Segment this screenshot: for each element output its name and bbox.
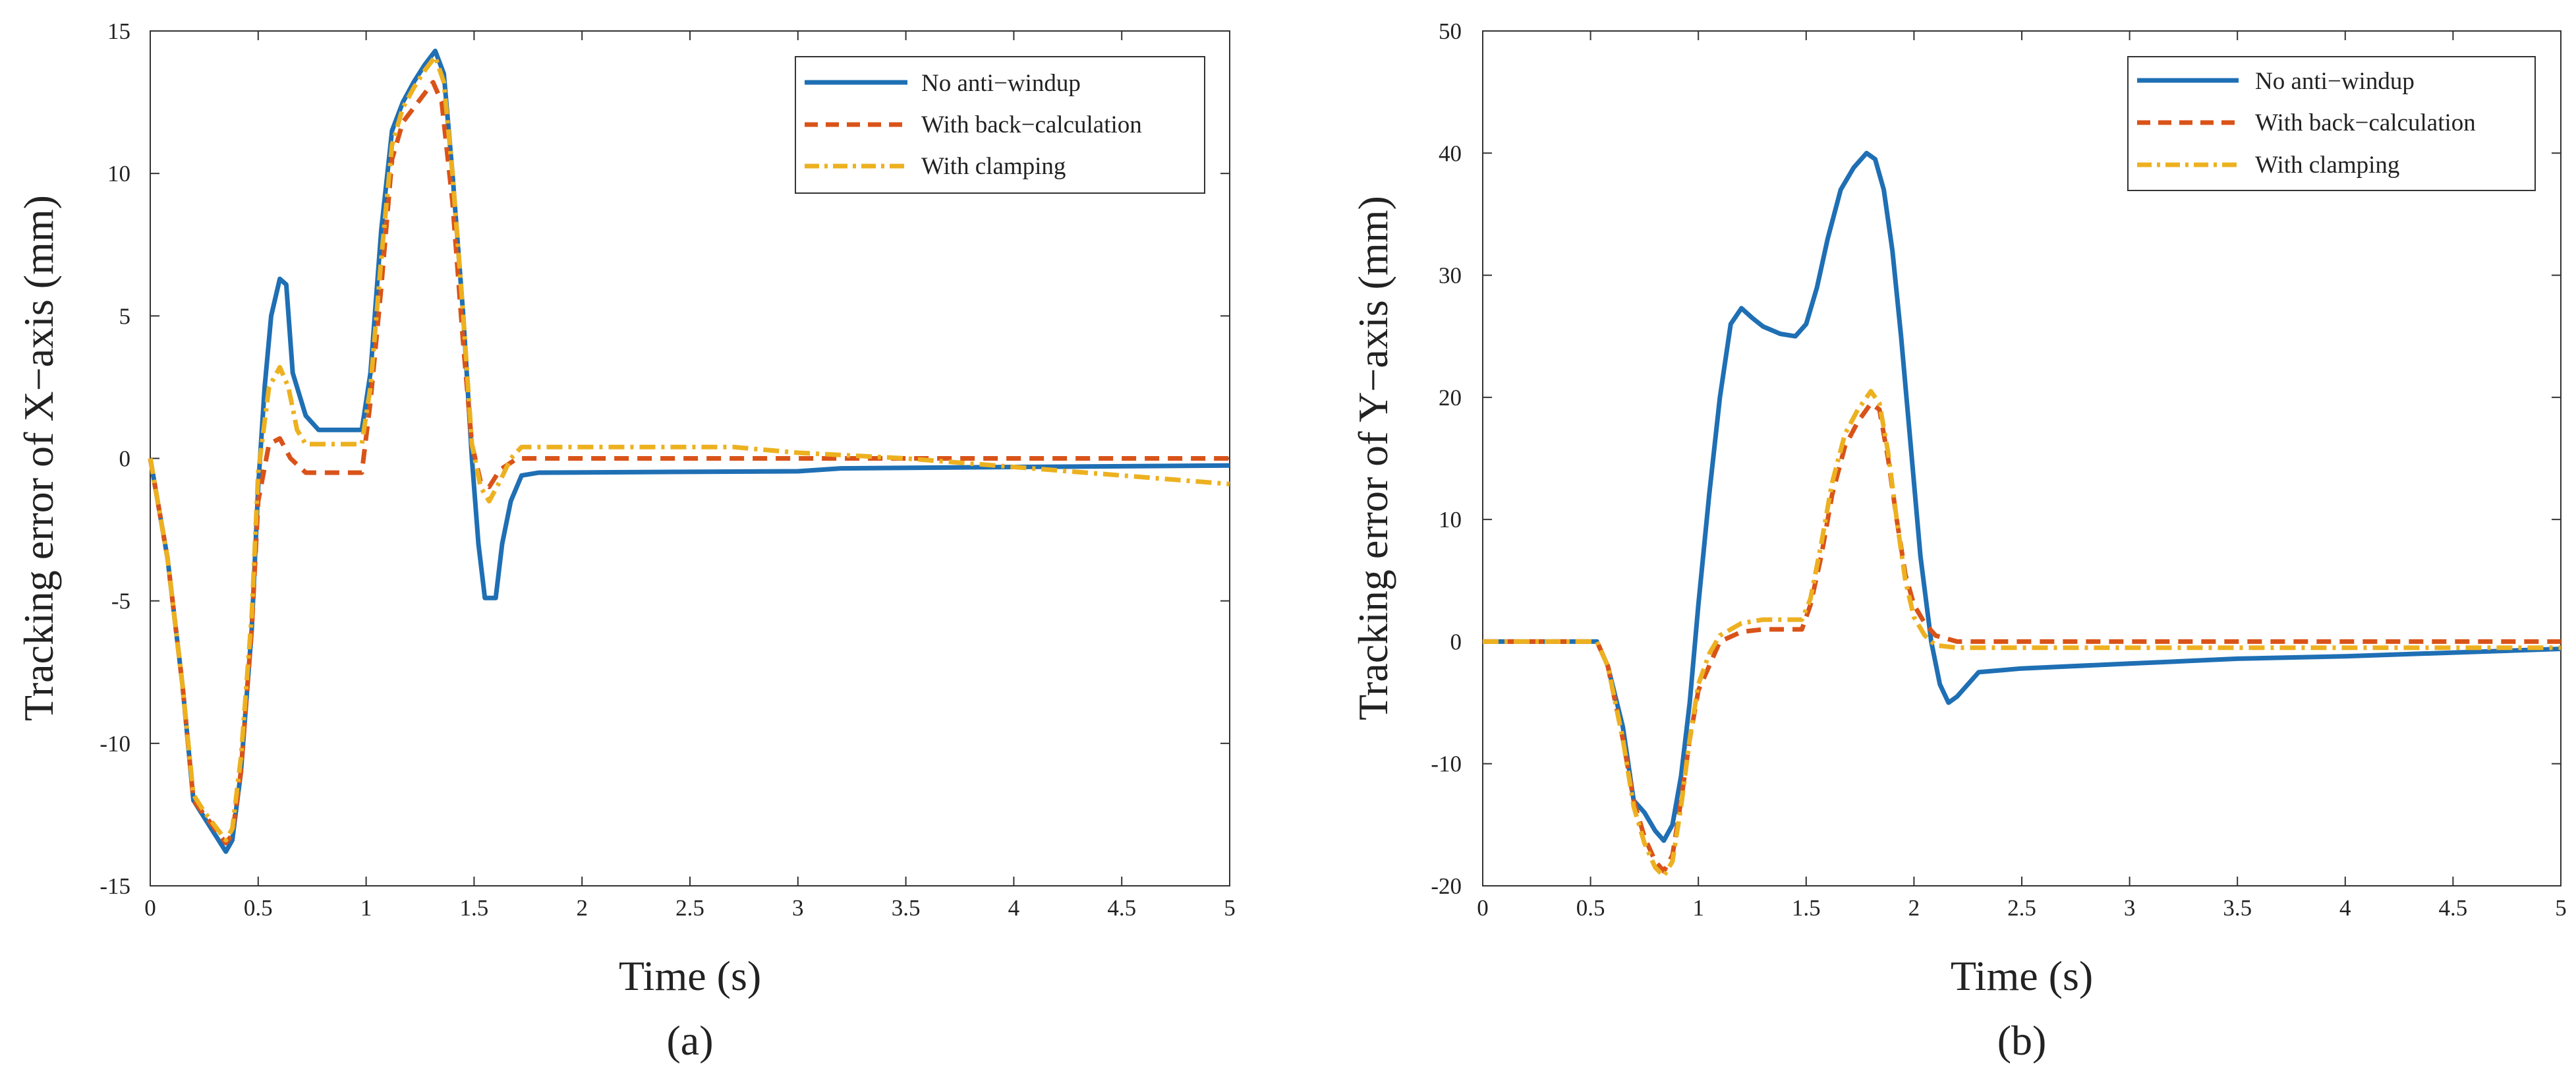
y-tick-label: 20 [1439,385,1462,411]
y-tick-label: 10 [1439,507,1462,533]
legend-label-clamping: With clamping [921,153,1066,180]
legend-label-no-anti-windup: No anti−windup [2255,68,2415,95]
x-tick-label: 1.5 [1792,895,1821,921]
x-tick-label: 1 [360,895,372,921]
x-tick-label: 2.5 [675,895,704,921]
x-axis-label: Time (s) [619,952,761,999]
legend-label-no-anti-windup: No anti−windup [921,70,1081,97]
y-tick-label: 0 [1450,629,1462,654]
x-axis-ticks: 0 0.5 1 1.5 2 2.5 3 3.5 4 4.5 5 [1477,31,2567,921]
x-tick-label: 1.5 [460,895,489,921]
x-tick-label: 4 [2339,895,2351,921]
y-tick-label: 0 [119,446,131,472]
x-tick-label: 0 [144,895,156,921]
legend-label-back-calculation: With back−calculation [921,111,1142,138]
series-line-no-anti-windup [1483,150,2562,843]
y-tick-label: -15 [100,873,130,899]
y-tick-label: 30 [1439,263,1462,289]
y-tick-label: 10 [107,161,130,187]
x-tick-label: 1 [1692,895,1704,921]
legend-label-clamping: With clamping [2255,152,2399,179]
y-tick-label: 5 [119,303,131,329]
series-lines [148,48,1230,854]
y-tick-label: -10 [100,731,130,757]
x-tick-label: 4.5 [2439,895,2468,921]
y-tick-label: 40 [1439,140,1462,166]
y-axis-label: Tracking error of X−axis (mm) [15,195,62,721]
x-tick-label: 0 [1477,895,1489,921]
panel-a-x-axis-error-chart: -15 -10 -5 0 5 10 15 0 0.5 1 1.5 2 2.5 3 3.5 4 4.5 5 Tra… [15,18,1236,1064]
x-tick-label: 0.5 [244,895,273,921]
x-tick-label: 2 [1908,895,1920,921]
y-tick-label: -10 [1431,751,1462,777]
y-axis-label: Tracking error of Y−axis (mm) [1350,196,1396,720]
panel-label: (a) [666,1017,713,1064]
x-tick-label: 4 [1008,895,1020,921]
x-tick-label: 2 [576,895,588,921]
y-tick-label: 50 [1439,18,1462,44]
series-lines [1483,150,2562,879]
series-line-with-back-calculation [1483,401,2561,874]
series-line-with-clamping [1483,389,2561,879]
x-axis-label: Time (s) [1951,952,2093,999]
series-line-with-back-calculation [148,80,1230,846]
y-tick-label: -20 [1431,873,1462,899]
panel-label: (b) [1997,1017,2047,1064]
y-axis-ticks: -20 -10 0 10 20 30 40 50 [1431,18,2561,899]
x-tick-label: 3 [792,895,804,921]
legend: No anti−windup With back−calculation Wit… [2127,56,2536,191]
x-axis-ticks: 0 0.5 1 1.5 2 2.5 3 3.5 4 4.5 5 [144,31,1236,921]
legend: No anti−windup With back−calculation Wit… [795,56,1205,194]
y-axis-ticks: -15 -10 -5 0 5 10 15 [100,18,1230,899]
legend-box [795,56,1205,194]
x-tick-label: 3.5 [892,895,921,921]
series-line-with-clamping [148,54,1230,843]
x-tick-label: 2.5 [2007,895,2036,921]
y-tick-label: -5 [111,589,130,614]
x-tick-label: 3 [2124,895,2136,921]
x-tick-label: 0.5 [1576,895,1605,921]
legend-label-back-calculation: With back−calculation [2255,109,2476,136]
x-tick-label: 4.5 [1107,895,1136,921]
x-tick-label: 3.5 [2223,895,2252,921]
x-tick-label: 5 [2555,895,2567,921]
y-tick-label: 15 [107,18,130,44]
x-tick-label: 5 [1224,895,1236,921]
